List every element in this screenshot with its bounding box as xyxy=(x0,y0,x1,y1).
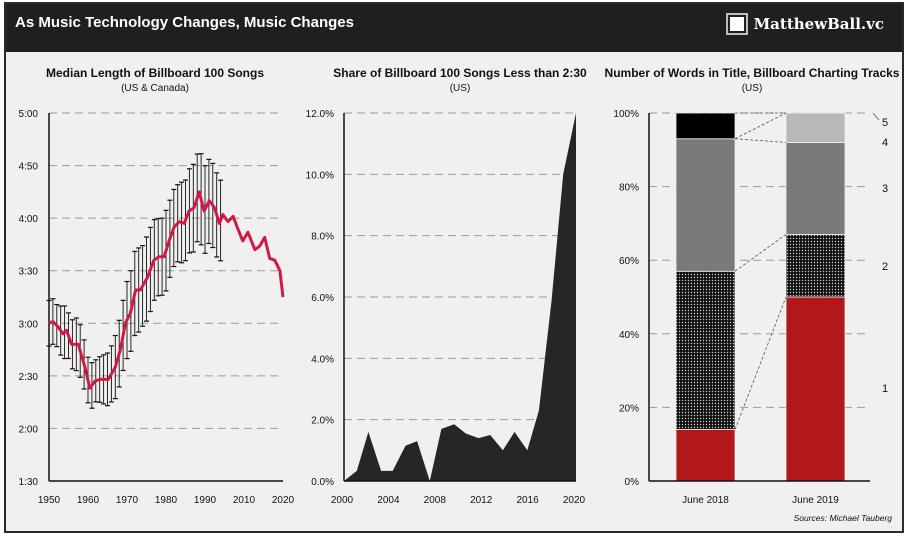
chart2-subtitle: (US) xyxy=(450,83,471,94)
logo-frame-icon xyxy=(725,13,748,35)
logo-text: MatthewBall.vc xyxy=(753,15,884,33)
legend-label-3: 3 xyxy=(882,183,888,195)
y-tick-label: 100% xyxy=(613,109,639,120)
connector-line xyxy=(734,112,787,140)
legend-label-4: 4 xyxy=(882,137,888,149)
chart3-title: Number of Words in Title, Billboard Char… xyxy=(605,66,900,80)
y-tick-label: 2:00 xyxy=(19,424,39,435)
logo: MatthewBall.vc xyxy=(725,13,884,35)
y-tick-label: 2:30 xyxy=(19,372,39,383)
bar-segment-1-words xyxy=(785,296,846,482)
header-bar: As Music Technology Changes, Music Chang… xyxy=(6,4,902,52)
connector-line xyxy=(734,234,787,272)
x-tick-label: 1970 xyxy=(116,495,139,506)
x-tick-label: 1990 xyxy=(194,495,217,506)
legend-label-2: 2 xyxy=(882,261,888,273)
x-tick-label: 2010 xyxy=(233,495,256,506)
bar-segment-4-words xyxy=(785,112,846,143)
x-tick-label: 1980 xyxy=(155,495,178,506)
bar-segment-5-words xyxy=(675,112,736,140)
bar-segment-2-words xyxy=(675,270,736,430)
connector-line xyxy=(734,138,787,143)
y-tick-label: 4:00 xyxy=(19,214,39,225)
y-tick-label: 60% xyxy=(619,256,639,267)
y-tick-label: 3:00 xyxy=(19,319,39,330)
source-note: Sources: Michael Tauberg xyxy=(794,513,893,523)
chart3-subtitle: (US) xyxy=(742,83,763,94)
y-tick-label: 12.0% xyxy=(306,109,334,120)
bar-segment-1-words xyxy=(675,429,736,482)
y-tick-label: 5:00 xyxy=(19,109,39,120)
y-tick-label: 8.0% xyxy=(311,232,334,243)
chart1-median-length: 5:00 4:50 4:00 3:30 3:00 2:30 2:00 1:30 1950 1960… xyxy=(19,109,295,506)
chart3-words-in-title: 100% 80% 60% 40% 20% 0% June 2018 June 2019 1 2 3 4… xyxy=(613,109,888,506)
y-tick-label: 3:30 xyxy=(19,267,39,278)
median-length-line xyxy=(48,190,285,390)
y-tick-label: 6.0% xyxy=(311,293,334,304)
x-tick-label: 2016 xyxy=(516,495,539,506)
chart1-title: Median Length of Billboard 100 Songs xyxy=(46,66,264,80)
share-area xyxy=(344,113,576,481)
y-tick-label: 2.0% xyxy=(311,416,334,427)
legend-label-1: 1 xyxy=(882,383,888,395)
legend-leader-line xyxy=(872,112,880,121)
y-tick-label: 4.0% xyxy=(311,354,334,365)
y-tick-label: 80% xyxy=(619,183,639,194)
page-title: As Music Technology Changes, Music Chang… xyxy=(15,14,354,31)
chart2-title: Share of Billboard 100 Songs Less than 2… xyxy=(333,66,587,80)
y-tick-label: 0.0% xyxy=(311,477,334,488)
chart1-subtitle: (US & Canada) xyxy=(121,83,189,94)
x-tick-label: 2004 xyxy=(377,495,400,506)
y-tick-label: 40% xyxy=(619,330,639,341)
x-tick-label: 2008 xyxy=(424,495,447,506)
category-label: June 2018 xyxy=(682,495,729,506)
x-tick-label: 2020 xyxy=(272,495,295,506)
x-tick-label: 2000 xyxy=(331,495,354,506)
x-tick-label: 2020 xyxy=(563,495,586,506)
y-tick-label: 1:30 xyxy=(19,477,39,488)
bar-segment-3-words xyxy=(785,142,846,235)
legend-label-5: 5 xyxy=(882,117,888,129)
x-tick-label: 1950 xyxy=(38,495,61,506)
bar-segment-2-words xyxy=(785,234,846,298)
category-label: June 2019 xyxy=(792,495,839,506)
y-tick-label: 4:50 xyxy=(19,162,39,173)
bar-segment-3-words xyxy=(675,138,736,272)
connector-line xyxy=(734,296,787,430)
y-tick-label: 0% xyxy=(625,477,640,488)
y-tick-label: 20% xyxy=(619,403,639,414)
x-tick-label: 1960 xyxy=(77,495,100,506)
x-tick-label: 2012 xyxy=(470,495,493,506)
chart2-share-short-songs: 12.0% 10.0% 8.0% 6.0% 4.0% 2.0% 0.0% 2000 2004 20… xyxy=(306,109,586,506)
y-tick-label: 10.0% xyxy=(306,170,334,181)
